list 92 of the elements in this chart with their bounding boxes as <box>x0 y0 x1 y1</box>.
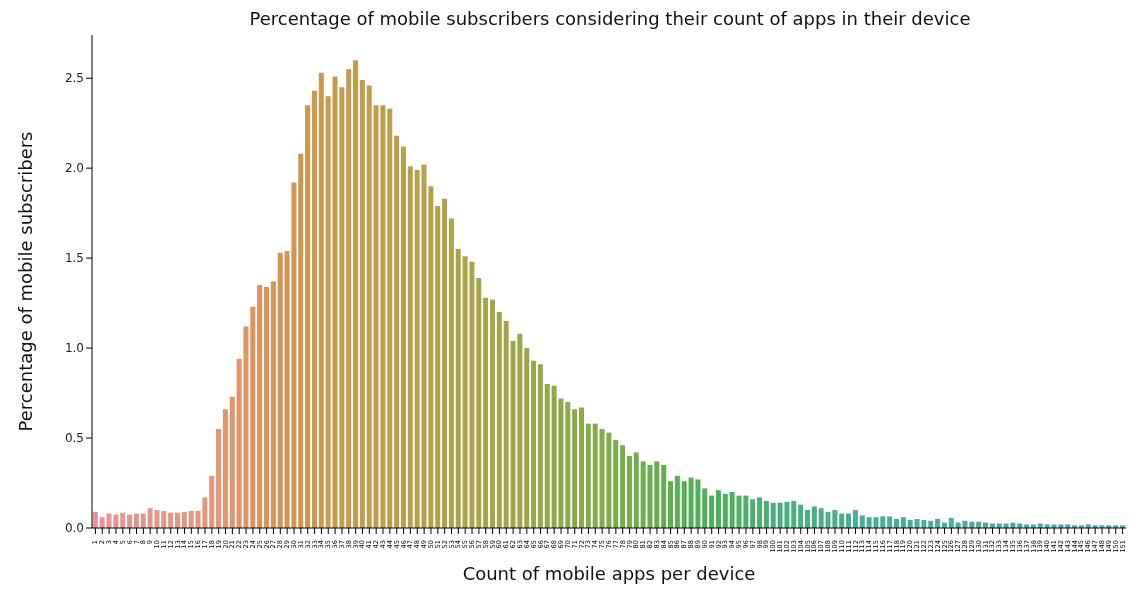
bar <box>168 512 174 528</box>
bar <box>161 510 167 528</box>
bar <box>579 407 585 528</box>
bar <box>531 360 537 528</box>
bar <box>613 439 619 528</box>
bar <box>216 429 222 528</box>
y-axis-title: Percentage of mobile subscribers <box>15 131 37 432</box>
y-tick-label: 2.5 <box>64 71 84 86</box>
bar <box>174 512 180 528</box>
bar <box>448 218 454 528</box>
bar <box>654 461 660 528</box>
bar <box>298 153 304 528</box>
bar <box>565 402 571 528</box>
y-tick-label: 1.0 <box>64 341 84 356</box>
bar <box>818 508 824 528</box>
bar <box>133 513 139 528</box>
bar <box>496 312 502 528</box>
bar <box>948 518 954 528</box>
bar <box>674 475 680 528</box>
bar <box>503 321 509 528</box>
bar <box>394 135 400 528</box>
bar <box>222 409 228 528</box>
bar <box>626 456 632 528</box>
y-tick-label: 0.0 <box>64 521 84 536</box>
bar <box>305 105 311 528</box>
bar <box>859 515 865 528</box>
bar <box>400 146 406 528</box>
bar <box>633 452 639 528</box>
bar <box>709 495 715 528</box>
bar <box>414 169 420 528</box>
bar <box>435 205 441 528</box>
bar <box>524 348 530 528</box>
chart-title: Percentage of mobile subscribers considering their count of apps in their device <box>248 8 972 29</box>
bar <box>880 516 886 528</box>
bar <box>483 297 489 528</box>
bar <box>366 85 372 528</box>
bar <box>722 493 728 528</box>
y-tick-label: 0.5 <box>64 431 84 446</box>
bar <box>339 87 345 528</box>
bar <box>229 396 235 528</box>
bar <box>181 511 187 528</box>
bar <box>887 516 893 528</box>
bar <box>455 249 461 528</box>
bar <box>572 409 578 528</box>
bar <box>250 306 256 528</box>
bar <box>188 510 194 528</box>
bar <box>620 445 626 528</box>
bar <box>311 90 317 528</box>
bar <box>270 281 276 528</box>
bar <box>798 504 804 528</box>
bar <box>846 513 852 528</box>
bar <box>140 513 146 528</box>
bar <box>277 252 283 528</box>
bar <box>852 510 858 528</box>
bar <box>702 488 708 528</box>
bar <box>763 501 769 528</box>
bar <box>209 475 215 528</box>
x-axis-title: Count of mobile apps per device <box>462 563 756 584</box>
y-tick-label: 2.0 <box>64 161 84 176</box>
bar <box>387 108 393 528</box>
bar <box>544 384 550 528</box>
bar <box>804 510 810 528</box>
bar <box>318 72 324 528</box>
bar <box>839 513 845 528</box>
bar <box>442 198 448 528</box>
bar <box>811 506 817 528</box>
bar <box>92 511 98 528</box>
y-tick-label: 1.5 <box>64 251 84 266</box>
bar <box>757 497 763 528</box>
bar <box>99 517 105 528</box>
bar <box>770 502 776 528</box>
bar <box>264 286 270 528</box>
bar <box>359 79 365 528</box>
bar <box>407 166 413 528</box>
bar <box>592 423 598 528</box>
bar <box>668 481 674 528</box>
bar <box>120 512 126 528</box>
bar <box>791 501 797 528</box>
bar <box>257 285 263 528</box>
bar <box>353 60 359 528</box>
bar <box>346 69 352 528</box>
bar <box>715 490 721 528</box>
bar <box>476 277 482 528</box>
bar <box>127 514 133 528</box>
bar <box>489 299 495 528</box>
bar <box>681 481 687 528</box>
bar <box>537 364 543 528</box>
bar <box>585 423 591 528</box>
bar <box>729 492 735 528</box>
bar <box>900 517 906 528</box>
bar <box>661 465 667 528</box>
bar <box>750 499 756 528</box>
